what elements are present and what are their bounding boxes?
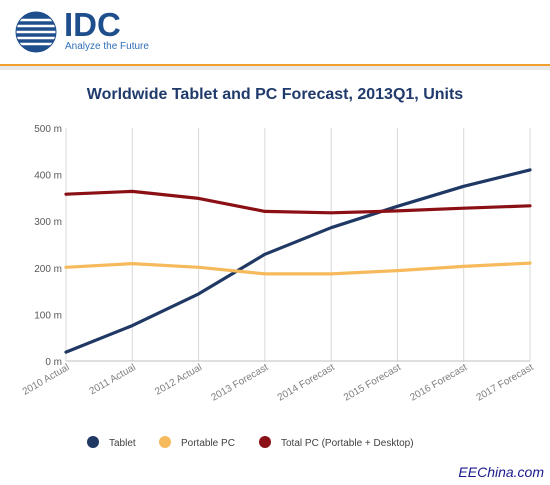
- series-line-2: [64, 189, 532, 215]
- watermark: EEChina.com: [458, 464, 544, 480]
- legend-label-1: Portable PC: [181, 438, 235, 449]
- x-tick-label: 2014 Forecast: [276, 362, 337, 404]
- y-tick-label: 500 m: [34, 124, 62, 135]
- y-tick-label: 200 m: [34, 264, 62, 275]
- legend-label-0: Tablet: [109, 438, 136, 449]
- y-tick-label: 0 m: [45, 357, 62, 368]
- chart-title: Worldwide Tablet and PC Forecast, 2013Q1…: [86, 86, 464, 103]
- legend-marker-1: [159, 436, 171, 448]
- header-divider: [0, 64, 550, 66]
- idc-logo[interactable]: IDC Analyze the Future: [14, 6, 174, 56]
- x-tick-label: 2016 Forecast: [408, 362, 469, 404]
- y-tick-label: 300 m: [34, 217, 62, 228]
- legend-marker-2: [259, 436, 271, 448]
- x-tick-label: 2015 Forecast: [342, 362, 403, 404]
- x-tick-label: 2012 Actual: [153, 362, 204, 398]
- legend-marker-0: [87, 436, 99, 448]
- header-shadow: [0, 66, 550, 70]
- header: IDC Analyze the Future: [0, 0, 550, 64]
- logo-text: IDC: [64, 6, 121, 43]
- series-line-0: [64, 168, 532, 354]
- x-tick-label: 2013 Forecast: [209, 362, 270, 404]
- y-tick-label: 100 m: [34, 310, 62, 321]
- logo-tagline: Analyze the Future: [65, 41, 149, 52]
- globe-icon: [15, 11, 57, 53]
- series-line-1: [64, 261, 532, 276]
- y-tick-label: 400 m: [34, 171, 62, 182]
- x-tick-label: 2011 Actual: [88, 362, 138, 397]
- legend-label-2: Total PC (Portable + Desktop): [281, 438, 414, 449]
- x-tick-label: 2017 Forecast: [475, 362, 536, 404]
